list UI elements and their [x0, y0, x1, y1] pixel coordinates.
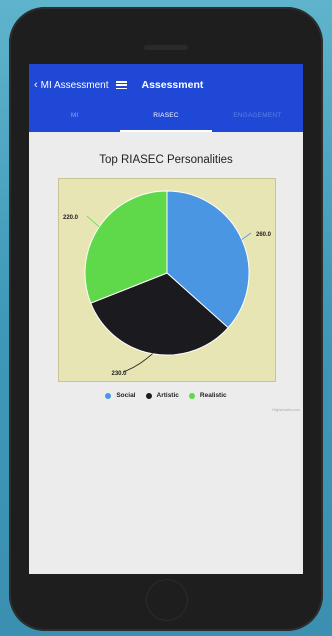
legend-dot-artistic [145, 392, 152, 399]
legend-item-artistic[interactable]: Artistic [145, 392, 179, 399]
legend-dot-realistic [188, 392, 195, 399]
legend-label-social: Social [116, 392, 136, 399]
home-button[interactable] [146, 579, 188, 621]
legend-dot-social [105, 392, 112, 399]
chart-credit[interactable]: Highcharts.com [272, 407, 300, 412]
data-label-social: 260.0 [256, 232, 272, 238]
connector-realistic [86, 215, 100, 228]
chart-title: Top RIASEC Personalities [99, 154, 233, 166]
data-label-artistic: 230.0 [111, 371, 127, 377]
app-screen: ‹ MI Assessment Assessment MI RIASEC ENG… [29, 64, 303, 574]
tab-riasec[interactable]: RIASEC [120, 98, 212, 132]
tab-engagement[interactable]: ENGAGEMENT [233, 111, 282, 119]
legend-label-artistic: Artistic [156, 392, 179, 399]
app-bar: ‹ MI Assessment Assessment [29, 72, 303, 98]
back-button[interactable]: ‹ MI Assessment [34, 79, 108, 91]
speaker-grille [144, 45, 188, 50]
status-bar [29, 64, 303, 72]
legend-label-realistic: Realistic [199, 392, 227, 399]
tab-bar: MI RIASEC ENGAGEMENT [29, 98, 303, 132]
pie-slice-social[interactable] [166, 190, 250, 329]
page-title: Assessment [141, 79, 204, 91]
chart-legend: Social Artistic Realistic [29, 392, 303, 399]
connector-social [241, 232, 252, 240]
pie-chart: 260.0 230.0 220.0 [63, 190, 272, 377]
chevron-left-icon: ‹ [34, 79, 38, 91]
plot-area: 260.0 230.0 220.0 [58, 178, 276, 382]
pie-slice-artistic[interactable] [90, 272, 229, 356]
legend-item-realistic[interactable]: Realistic [188, 392, 227, 399]
tab-mi[interactable]: MI [70, 111, 79, 119]
legend-item-social[interactable]: Social [105, 392, 136, 399]
back-label: MI Assessment [40, 79, 109, 91]
hamburger-menu-icon[interactable] [116, 81, 128, 89]
data-label-realistic: 220.0 [63, 215, 79, 221]
phone-frame: ‹ MI Assessment Assessment MI RIASEC ENG… [9, 7, 323, 631]
connector-artistic [122, 353, 153, 373]
